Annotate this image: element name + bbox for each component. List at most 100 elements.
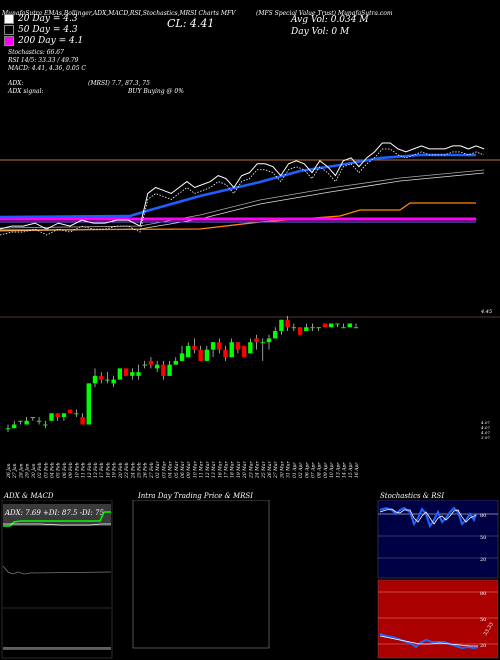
adx-di-minus: [3, 523, 111, 526]
ema-20-line: [0, 148, 485, 236]
date-label: 02 Apr: [298, 462, 304, 478]
candle: [154, 364, 160, 369]
rsi-tick-50: 50: [480, 617, 486, 623]
candle: [173, 360, 178, 365]
date-label: 30 Mar: [279, 461, 285, 478]
date-label: 25 Feb: [137, 462, 143, 479]
adx-line: [2, 565, 112, 575]
adx-panel-title: ADX & MACD: [4, 492, 54, 500]
date-label: 06 Mar: [180, 461, 186, 478]
date-label: 18 Feb: [105, 462, 111, 478]
date-label: 26 Feb: [143, 462, 149, 479]
candle: [353, 327, 359, 329]
candle: [86, 383, 91, 425]
price-axis-b2: 4.07: [480, 425, 490, 430]
date-label: 06 Feb: [62, 462, 68, 478]
candle: [328, 323, 334, 328]
candle: [341, 327, 346, 329]
candle: [266, 338, 272, 343]
date-label: 04 Mar: [168, 461, 174, 478]
macd-value: MACD: 4.41, 4.36, 0.05 C: [8, 65, 87, 72]
date-label: 19 Feb: [112, 462, 118, 478]
adx-readout: ADX: 7.69 +DI: 87.5 -DI: 75: [4, 509, 104, 517]
price-axis-b4: 3.97: [481, 435, 490, 440]
date-labels: 26 Jan 27 Jan 28 Jan 29 Jan 30 Jan 02 Feb 03 F…: [6, 461, 360, 479]
candle: [260, 342, 265, 344]
candle: [192, 345, 197, 350]
date-label: 10 Feb: [74, 462, 80, 478]
candle: [198, 349, 203, 361]
date-label: 13 Apr: [335, 462, 341, 478]
date-label: 11 Feb: [81, 462, 87, 478]
date-label: 16 Apr: [354, 462, 360, 478]
rsi-tick-20: 20: [480, 643, 486, 649]
date-label: 08 Apr: [317, 462, 323, 478]
price-line: [0, 142, 485, 230]
date-label: 27 Feb: [149, 462, 155, 479]
date-label: 20 Mar: [242, 461, 248, 479]
date-label: 03 Feb: [43, 462, 49, 478]
candle: [148, 360, 154, 365]
candle: [161, 364, 166, 376]
candle: [316, 327, 321, 329]
date-label: 02 Mar: [155, 461, 161, 478]
candle: [30, 417, 36, 419]
candle: [241, 345, 247, 358]
main-price-chart: 26 Jan 27 Jan 28 Jan 29 Jan 30 Jan 02 Feb 03 F…: [0, 142, 500, 479]
stoch-tick-80: 80: [480, 513, 486, 519]
date-label: 03 Mar: [161, 461, 167, 478]
candle: [291, 327, 297, 329]
candles: [5, 316, 359, 432]
candle: [136, 372, 141, 376]
price-axis-top: 4.45: [480, 309, 492, 315]
stochastics-value: Stochastics: 66.67: [8, 49, 64, 56]
intra-panel-title: Intra Day Trading Price & MRSI: [138, 492, 253, 500]
day-volume: Day Vol: 0 M: [291, 27, 350, 37]
candle: [248, 342, 253, 354]
stoch-tick-50: 50: [480, 535, 486, 541]
date-label: 12 Mar: [205, 461, 211, 478]
rsi-tick-80: 80: [480, 591, 486, 597]
date-label: 26 Jan: [6, 463, 12, 479]
date-label: 09 Mar: [186, 461, 192, 478]
candle: [273, 330, 278, 339]
stoch-panel-title: Stochastics & RSI: [380, 492, 445, 500]
candle: [43, 424, 48, 426]
rsi-panel: [377, 579, 499, 659]
date-label: 15 Apr: [348, 462, 354, 478]
candle: [335, 323, 340, 325]
candle: [179, 353, 185, 361]
ema-legend: 20 Day = 4.3 50 Day = 4.3 200 Day = 4.1: [4, 13, 83, 46]
candle: [55, 413, 60, 418]
candle: [36, 420, 42, 422]
candle: [142, 364, 147, 366]
date-label: 06 Apr: [304, 462, 310, 478]
date-label: 05 Feb: [56, 462, 62, 478]
date-label: 20 Feb: [118, 462, 124, 479]
candle: [74, 413, 79, 415]
date-label: 27 Jan: [12, 463, 18, 479]
date-label: 18 Mar: [230, 461, 236, 478]
candle: [67, 409, 73, 414]
candle: [229, 342, 234, 358]
candle: [105, 379, 110, 381]
candle: [210, 342, 216, 350]
company-title: (MFS Special Value Trust) MunafaSutra.co…: [256, 10, 393, 17]
candle: [310, 327, 315, 329]
candle: [186, 345, 191, 358]
candle: [123, 368, 129, 376]
date-label: 31 Mar: [286, 461, 292, 478]
ema-lines: [0, 142, 485, 236]
date-label: 10 Mar: [192, 461, 198, 478]
mrsi-value: (MRSI) 7.7, 87.3, 75: [88, 80, 150, 87]
date-label: 29 Jan: [25, 463, 31, 479]
date-label: 09 Feb: [68, 462, 74, 478]
candle: [167, 364, 172, 376]
candle: [347, 323, 352, 328]
legend-200day: 200 Day = 4.1: [4, 35, 83, 46]
adx-di-plus: [3, 511, 111, 527]
avg-volume: Avg Vol: 0.034 M: [291, 15, 369, 25]
date-label: 04 Feb: [50, 462, 56, 478]
candle: [117, 368, 123, 380]
adx-signal-label: ADX signal:: [8, 88, 44, 95]
